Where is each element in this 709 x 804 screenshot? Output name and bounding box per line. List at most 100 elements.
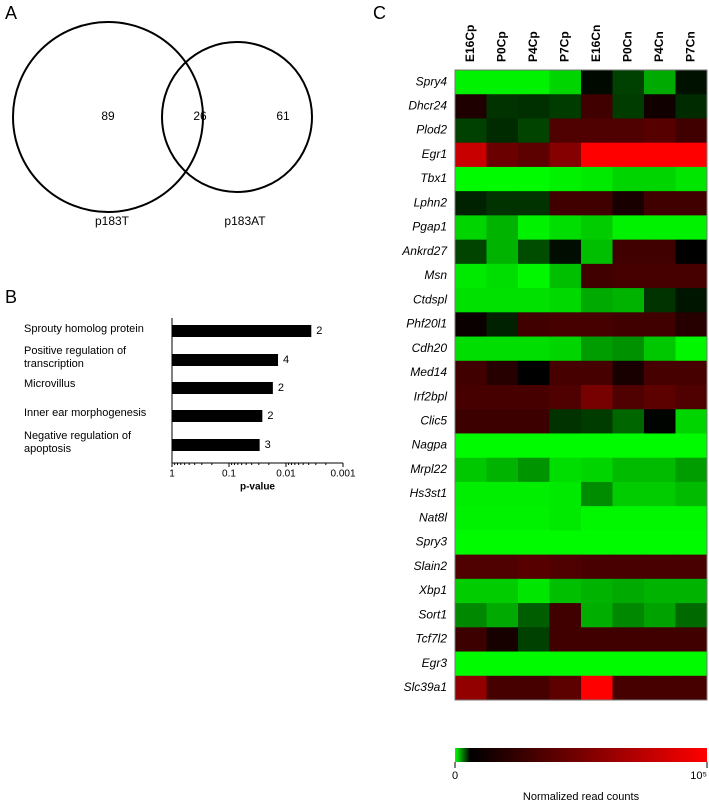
- heatmap-cell: [518, 312, 550, 338]
- bar: [172, 439, 260, 451]
- heatmap-cell: [581, 627, 613, 653]
- colorbar-tick-label: 0: [452, 770, 458, 782]
- category-label: Microvillus: [24, 378, 76, 390]
- heatmap-cell: [644, 70, 676, 95]
- heatmap-cell: [644, 651, 676, 677]
- heatmap-cell: [455, 554, 487, 580]
- heatmap-cell: [581, 312, 613, 338]
- heatmap-cell: [581, 651, 613, 677]
- heatmap-cell: [644, 94, 676, 119]
- category-label: Positive regulation of transcription: [24, 345, 127, 370]
- heatmap-cell: [581, 166, 613, 192]
- heatmap-cell: [549, 215, 582, 241]
- heatmap-cell: [612, 603, 645, 628]
- heatmap-cell: [675, 360, 708, 386]
- heatmap-cell: [612, 627, 645, 653]
- heatmap-cell: [581, 554, 613, 580]
- bar: [172, 410, 263, 422]
- heatmap-cell: [549, 288, 582, 313]
- heatmap-cell: [486, 506, 519, 531]
- heatmap-cell: [612, 191, 645, 216]
- heatmap-cell: [455, 215, 487, 241]
- count-label: 2: [278, 382, 284, 394]
- heatmap-cell: [644, 433, 676, 459]
- heatmap-cell: [549, 166, 582, 192]
- heatmap-cell: [612, 336, 645, 362]
- heatmap-cell: [675, 651, 708, 677]
- heatmap-cell: [455, 481, 487, 507]
- heatmap-cell: [518, 288, 550, 313]
- row-label: Egr1: [422, 147, 447, 161]
- heatmap-cell: [549, 457, 582, 483]
- heatmap-cell: [518, 191, 550, 216]
- count-label: 2: [267, 410, 273, 422]
- row-label: Hs3st1: [410, 486, 447, 500]
- row-label: Nagpa: [412, 438, 448, 452]
- heatmap-cell: [486, 94, 519, 119]
- heatmap-cell: [581, 603, 613, 628]
- heatmap-cell: [455, 336, 487, 362]
- heatmap-cell: [644, 409, 676, 434]
- heatmap-cell: [581, 288, 613, 313]
- heatmap-cell: [612, 263, 645, 289]
- heatmap-cell: [675, 481, 708, 507]
- heatmap-cell: [455, 191, 487, 216]
- bar: [172, 382, 273, 394]
- heatmap-cell: [644, 554, 676, 580]
- heatmap-cell: [518, 651, 550, 677]
- heatmap-cell: [675, 627, 708, 653]
- heatmap-cell: [612, 409, 645, 434]
- heatmap-cell: [486, 481, 519, 507]
- heatmap-cell: [581, 142, 613, 168]
- row-label: Lphn2: [414, 195, 448, 209]
- bar: [172, 354, 279, 366]
- row-label: Xbp1: [418, 583, 447, 597]
- heatmap-cell: [486, 433, 519, 459]
- heatmap-cell: [612, 142, 645, 168]
- heatmap-cell: [644, 191, 676, 216]
- x-tick-label: 0.001: [330, 469, 355, 480]
- row-label: Spry3: [416, 535, 448, 549]
- heatmap-cell: [518, 263, 550, 289]
- heatmap-cell: [486, 554, 519, 580]
- row-label: Msn: [424, 268, 447, 282]
- heatmap-cell: [675, 409, 708, 434]
- heatmap-cell: [612, 239, 645, 265]
- heatmap-cell: [581, 191, 613, 216]
- heatmap-cell: [455, 70, 487, 95]
- heatmap-cell: [644, 288, 676, 313]
- heatmap-cell: [486, 263, 519, 289]
- heatmap-cell: [644, 481, 676, 507]
- heatmap-cell: [549, 94, 582, 119]
- heatmap-cell: [549, 409, 582, 434]
- column-label: P0Cp: [494, 31, 508, 62]
- set-label: p183AT: [224, 214, 266, 228]
- heatmap-cell: [675, 142, 708, 168]
- heatmap-cell: [675, 675, 708, 701]
- heatmap-cell: [581, 578, 613, 604]
- heatmap-cell: [549, 675, 582, 701]
- heatmap-cell: [549, 118, 582, 144]
- heatmap-cell: [455, 312, 487, 338]
- heatmap-cell: [612, 578, 645, 604]
- heatmap-cell: [675, 578, 708, 604]
- row-label: Irf2bpl: [414, 389, 448, 403]
- heatmap-cell: [644, 578, 676, 604]
- colorbar: [455, 748, 707, 762]
- heatmap-cell: [518, 166, 550, 192]
- count-label: 3: [265, 439, 271, 451]
- heatmap-cell: [675, 506, 708, 531]
- heatmap-cell: [644, 530, 676, 556]
- heatmap-cell: [518, 481, 550, 507]
- heatmap-cell: [518, 506, 550, 531]
- heatmap-cell: [612, 118, 645, 144]
- heatmap-cell: [486, 142, 519, 168]
- heatmap-cell: [549, 530, 582, 556]
- row-label: Sort1: [418, 607, 447, 621]
- row-label: Dhcr24: [408, 99, 447, 113]
- heatmap-cell: [581, 433, 613, 459]
- x-tick-label: 0.1: [222, 469, 236, 480]
- row-label: Tcf7l2: [415, 632, 447, 646]
- heatmap-border: [454, 69, 708, 701]
- category-label: Negative regulation of apoptosis: [24, 430, 132, 455]
